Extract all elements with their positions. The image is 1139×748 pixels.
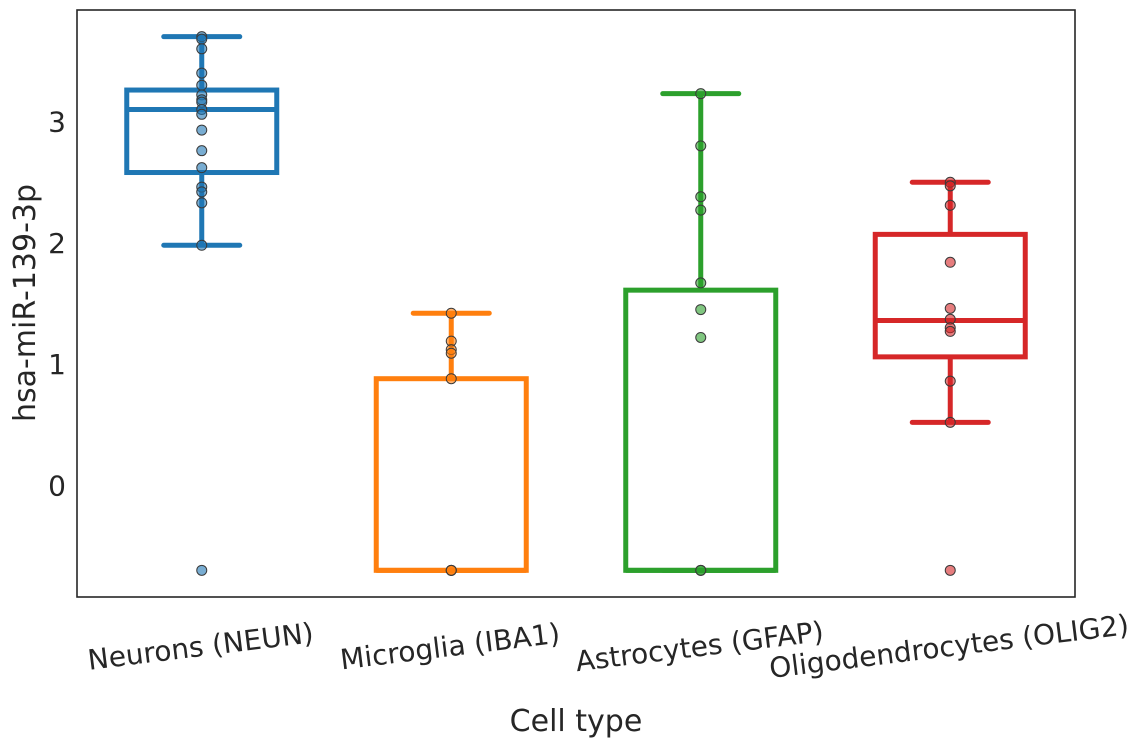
y-tick-label: 2: [48, 227, 66, 260]
box-group: [623, 88, 779, 576]
box-group: [373, 307, 529, 576]
data-point: [944, 256, 956, 268]
data-point: [445, 307, 457, 319]
data-point: [196, 197, 208, 209]
data-point: [944, 564, 956, 576]
y-tick-label: 0: [48, 469, 66, 502]
data-point: [196, 564, 208, 576]
iqr-box: [872, 231, 1028, 360]
data-point: [196, 33, 208, 45]
data-point: [445, 373, 457, 385]
x-tick-label: Microglia (IBA1): [338, 617, 561, 677]
plot-frame: [76, 9, 1076, 598]
data-point: [196, 239, 208, 251]
data-point: [196, 186, 208, 198]
data-point: [944, 302, 956, 314]
data-point: [196, 124, 208, 136]
data-point: [196, 43, 208, 55]
data-point: [944, 416, 956, 428]
y-axis-title: hsa-miR-139-3p: [8, 184, 43, 422]
data-point: [196, 162, 208, 174]
data-point: [695, 331, 707, 343]
data-point: [695, 140, 707, 152]
plot-marks: [124, 31, 1028, 576]
data-point: [944, 325, 956, 337]
y-tick-label: 3: [48, 106, 66, 139]
y-axis-ticks: 0 1 2 3: [48, 106, 66, 503]
data-point: [695, 564, 707, 576]
data-point: [196, 108, 208, 120]
data-point: [196, 67, 208, 79]
data-point: [445, 564, 457, 576]
x-axis-ticks: Neurons (NEUN) Microglia (IBA1) Astrocytes…: [86, 608, 1131, 685]
data-point: [445, 347, 457, 359]
data-point: [944, 375, 956, 387]
box-group: [124, 31, 280, 576]
data-point: [196, 145, 208, 157]
iqr-box: [373, 376, 529, 573]
data-point: [196, 79, 208, 91]
box-group: [872, 176, 1028, 576]
data-point: [695, 191, 707, 203]
x-axis-title: Cell type: [510, 704, 643, 739]
data-point: [695, 304, 707, 316]
data-point: [695, 204, 707, 216]
x-tick-label: Neurons (NEUN): [86, 616, 315, 676]
data-point: [944, 180, 956, 192]
y-tick-label: 1: [48, 348, 66, 381]
data-point: [695, 277, 707, 289]
data-point: [944, 199, 956, 211]
data-point: [695, 88, 707, 100]
